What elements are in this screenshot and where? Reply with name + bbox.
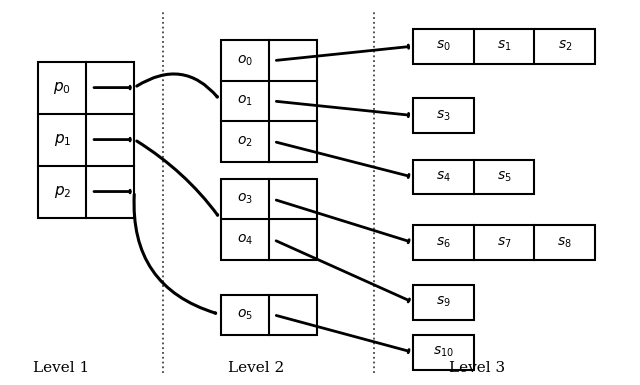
Text: $s_{9}$: $s_{9}$ xyxy=(436,295,451,310)
Text: $o_{4}$: $o_{4}$ xyxy=(237,233,253,247)
Text: $s_{2}$: $s_{2}$ xyxy=(557,39,572,54)
Text: Level 2: Level 2 xyxy=(228,362,284,375)
FancyArrowPatch shape xyxy=(134,194,216,313)
Text: $o_{3}$: $o_{3}$ xyxy=(237,192,253,206)
Bar xyxy=(38,62,134,218)
Text: Level 1: Level 1 xyxy=(33,362,89,375)
Text: $s_{7}$: $s_{7}$ xyxy=(497,235,511,250)
Text: $s_{0}$: $s_{0}$ xyxy=(436,39,451,54)
Text: $o_{5}$: $o_{5}$ xyxy=(237,308,253,322)
Text: $p_{0}$: $p_{0}$ xyxy=(54,80,71,95)
Bar xyxy=(221,295,317,335)
Text: $s_{5}$: $s_{5}$ xyxy=(497,170,511,184)
Bar xyxy=(413,160,534,194)
Text: $s_{6}$: $s_{6}$ xyxy=(436,235,451,250)
Text: $s_{8}$: $s_{8}$ xyxy=(557,235,572,250)
Text: Level 3: Level 3 xyxy=(449,362,505,375)
Text: $s_{1}$: $s_{1}$ xyxy=(497,39,511,54)
FancyArrowPatch shape xyxy=(137,74,218,97)
FancyArrowPatch shape xyxy=(137,141,218,215)
Text: $o_{0}$: $o_{0}$ xyxy=(237,54,253,68)
Text: $o_{1}$: $o_{1}$ xyxy=(237,94,253,108)
Text: $s_{3}$: $s_{3}$ xyxy=(436,108,451,123)
Bar xyxy=(221,40,317,162)
Bar xyxy=(413,335,474,370)
Bar xyxy=(413,225,595,260)
Bar xyxy=(413,98,474,133)
Bar xyxy=(413,285,474,320)
Text: $s_{10}$: $s_{10}$ xyxy=(433,345,454,360)
Bar xyxy=(413,29,595,64)
Text: $p_{2}$: $p_{2}$ xyxy=(54,184,71,199)
Bar xyxy=(221,179,317,260)
Text: $p_{1}$: $p_{1}$ xyxy=(54,132,71,147)
Text: $s_{4}$: $s_{4}$ xyxy=(436,170,451,184)
Text: $o_{2}$: $o_{2}$ xyxy=(237,134,253,149)
